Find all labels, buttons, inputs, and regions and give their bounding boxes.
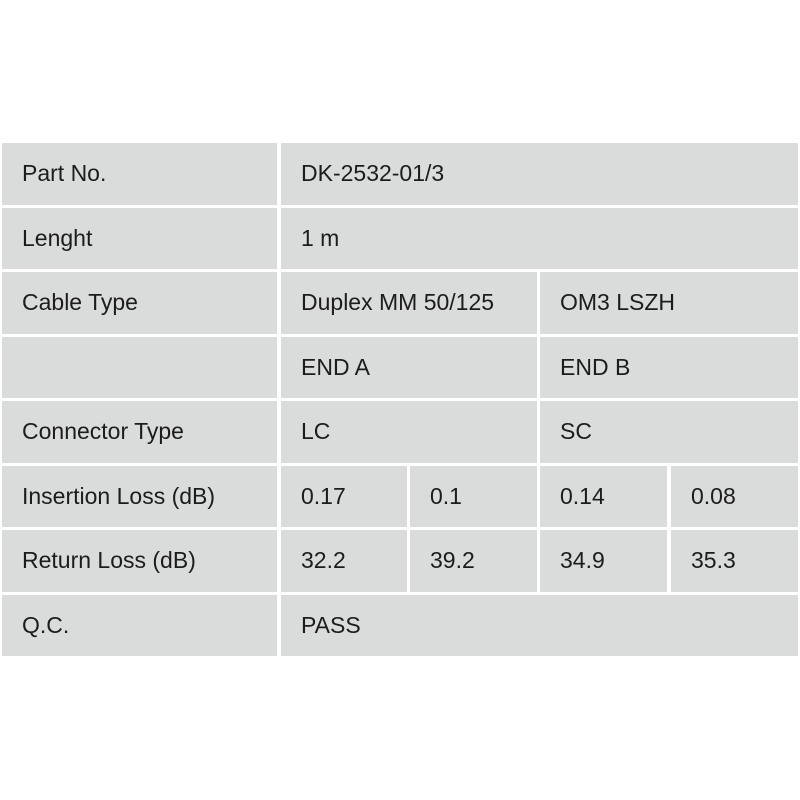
table-cell: 39.2 bbox=[410, 530, 537, 592]
row-label: Q.C. bbox=[2, 594, 277, 656]
table-cell: END A bbox=[281, 336, 537, 398]
table-cell: DK-2532-01/3 bbox=[281, 143, 798, 205]
table-cell: 35.3 bbox=[671, 530, 798, 592]
table-cell: 0.08 bbox=[671, 465, 798, 527]
table-cell: 1 m bbox=[281, 207, 798, 269]
table-cell: 34.9 bbox=[540, 530, 667, 592]
row-label: Lenght bbox=[2, 207, 277, 269]
table-cell: 0.17 bbox=[281, 465, 407, 527]
row-label: Part No. bbox=[2, 143, 277, 205]
row-label: Insertion Loss (dB) bbox=[2, 465, 277, 527]
table-cell: 0.14 bbox=[540, 465, 667, 527]
row-label: Cable Type bbox=[2, 272, 277, 334]
table-cell: LC bbox=[281, 401, 537, 463]
table-cell: 32.2 bbox=[281, 530, 407, 592]
table-cell: PASS bbox=[281, 594, 798, 656]
row-label: Return Loss (dB) bbox=[2, 530, 277, 592]
row-label: Connector Type bbox=[2, 401, 277, 463]
table-cell: 0.1 bbox=[410, 465, 537, 527]
row-label bbox=[2, 336, 277, 398]
table-cell: Duplex MM 50/125 bbox=[281, 272, 537, 334]
table-cell: OM3 LSZH bbox=[540, 272, 798, 334]
table-cell: END B bbox=[540, 336, 798, 398]
table-cell: SC bbox=[540, 401, 798, 463]
